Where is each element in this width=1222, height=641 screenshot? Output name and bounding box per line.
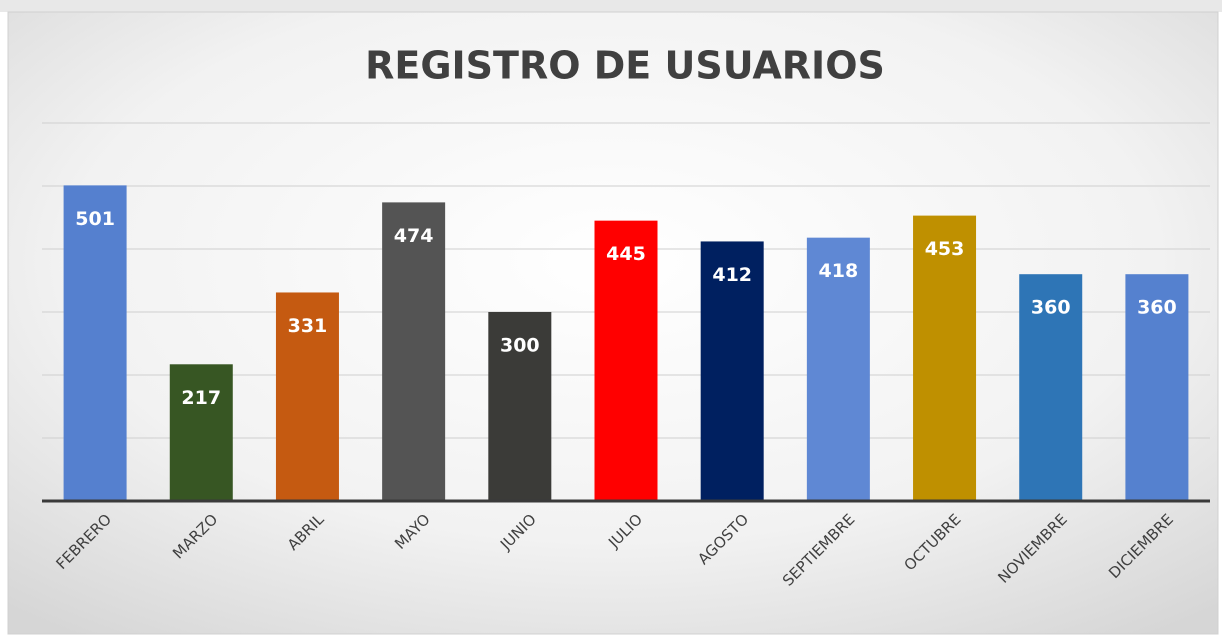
data-label: 217	[181, 387, 221, 409]
bar	[169, 364, 233, 501]
data-label: 412	[712, 264, 752, 286]
data-label: 360	[1031, 297, 1071, 319]
data-label: 501	[75, 208, 115, 230]
data-label: 453	[925, 238, 965, 260]
bar	[594, 220, 658, 501]
bar	[382, 202, 446, 501]
chart-title: REGISTRO DE USUARIOS	[365, 44, 885, 88]
data-label: 418	[819, 260, 859, 282]
data-label: 445	[606, 243, 646, 265]
data-label: 300	[500, 335, 540, 357]
bar	[63, 185, 127, 501]
bar	[806, 237, 870, 501]
bar	[913, 215, 977, 502]
bar	[700, 241, 764, 501]
top-strip	[0, 0, 1222, 12]
data-label: 474	[394, 225, 434, 247]
bar	[1125, 274, 1189, 501]
bar	[275, 292, 339, 501]
bar	[488, 312, 552, 501]
data-label: 360	[1137, 297, 1177, 319]
bar	[1019, 274, 1083, 501]
data-label: 331	[288, 315, 328, 337]
